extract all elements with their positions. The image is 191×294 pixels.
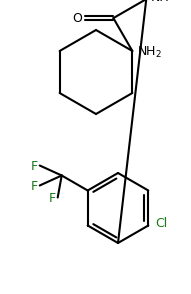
Text: F: F bbox=[31, 180, 38, 193]
Text: NH$_2$: NH$_2$ bbox=[137, 44, 162, 60]
Text: F: F bbox=[49, 192, 56, 205]
Text: O: O bbox=[72, 11, 82, 25]
Text: F: F bbox=[31, 160, 38, 173]
Text: NH: NH bbox=[150, 0, 169, 4]
Text: Cl: Cl bbox=[155, 217, 168, 230]
